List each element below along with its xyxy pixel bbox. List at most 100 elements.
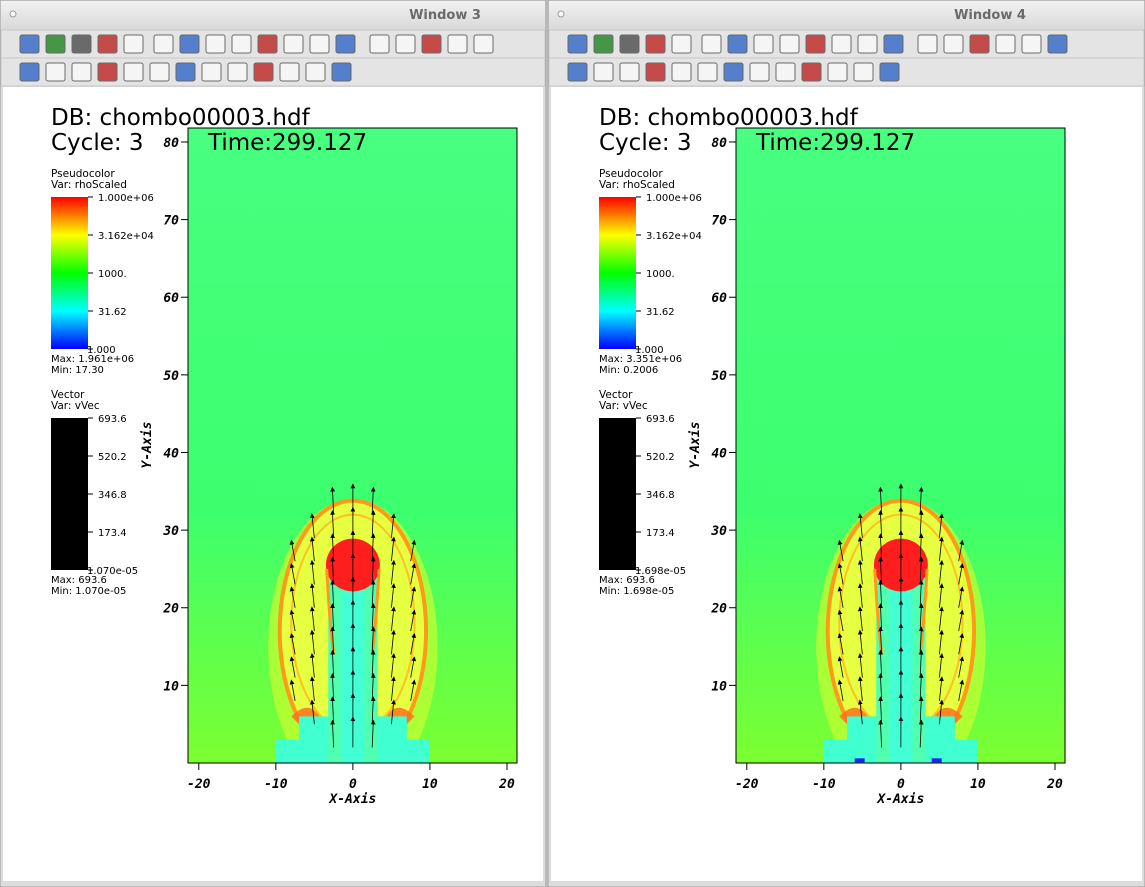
x-tick-label: -10	[264, 777, 288, 792]
toolbar-button[interactable]	[879, 62, 900, 82]
y-tick-label: 10	[711, 679, 727, 694]
velocity-arrow	[410, 586, 417, 608]
toolbar-button[interactable]	[97, 34, 118, 54]
toolbar-button[interactable]	[45, 34, 66, 54]
toolbar-button[interactable]	[201, 62, 222, 82]
toolbar-button[interactable]	[369, 34, 390, 54]
velocity-arrow	[391, 513, 396, 538]
toolbar-button[interactable]	[857, 34, 878, 54]
toolbar-button[interactable]	[805, 34, 826, 54]
toolbar-button[interactable]	[671, 62, 692, 82]
toolbar-button[interactable]	[671, 34, 692, 54]
toolbar-button[interactable]	[205, 34, 226, 54]
cycle: Cycle: 3	[599, 130, 692, 156]
toolbar-button[interactable]	[231, 34, 252, 54]
toolbar-button[interactable]	[19, 34, 40, 54]
toolbar-button[interactable]	[801, 62, 822, 82]
toolbar-button[interactable]	[701, 34, 722, 54]
toolbar-button[interactable]	[45, 62, 66, 82]
toolbar-button[interactable]	[335, 34, 356, 54]
x-axis-label: X-Axis	[876, 792, 924, 807]
velocity-arrow	[878, 533, 883, 562]
legend-var: Var: rhoScaled	[51, 179, 127, 191]
legend-label: 520.2	[98, 452, 127, 463]
velocity-arrow	[918, 579, 924, 608]
velocity-arrow	[878, 649, 883, 678]
velocity-arrow	[391, 676, 396, 701]
velocity-arrow	[391, 536, 396, 562]
velocity-arrow	[309, 606, 315, 632]
legend-label: 173.4	[646, 528, 675, 539]
velocity-arrow	[939, 559, 944, 585]
velocity-arrow	[837, 656, 844, 678]
y-tick-label: 70	[711, 214, 727, 229]
velocity-arrow	[939, 652, 944, 678]
toolbar-button[interactable]	[995, 34, 1016, 54]
toolbar-button[interactable]	[567, 62, 588, 82]
toolbar-button[interactable]	[149, 62, 170, 82]
toolbar-button[interactable]	[283, 34, 304, 54]
velocity-arrow	[878, 626, 883, 655]
velocity-arrow	[958, 539, 965, 562]
velocity-arrow	[939, 629, 944, 655]
toolbar-button[interactable]	[279, 62, 300, 82]
toolbar-button[interactable]	[697, 62, 718, 82]
velocity-arrow	[857, 629, 863, 655]
velocity-arrow	[309, 699, 315, 725]
toolbar-button[interactable]	[123, 62, 144, 82]
toolbar-button[interactable]	[593, 62, 614, 82]
toolbar-button[interactable]	[1047, 34, 1068, 54]
toolbar-button[interactable]	[331, 62, 352, 82]
toolbar-button[interactable]	[179, 34, 200, 54]
velocity-arrow	[330, 696, 335, 725]
toolbar-button[interactable]	[19, 62, 40, 82]
toolbar-button[interactable]	[775, 62, 796, 82]
toolbar-button[interactable]	[71, 62, 92, 82]
toolbar-button[interactable]	[723, 62, 744, 82]
toolbar-button[interactable]	[123, 34, 144, 54]
toolbar-button[interactable]	[619, 62, 640, 82]
toolbar-button[interactable]	[943, 34, 964, 54]
toolbar-button[interactable]	[227, 62, 248, 82]
toolbar-button[interactable]	[395, 34, 416, 54]
toolbar-button[interactable]	[305, 62, 326, 82]
toolbar-button[interactable]	[645, 34, 666, 54]
toolbar-button[interactable]	[645, 62, 666, 82]
velocity-arrow	[410, 539, 417, 562]
velocity-arrow	[939, 699, 944, 725]
toolbar-button[interactable]	[257, 34, 278, 54]
toolbar-button[interactable]	[71, 34, 92, 54]
toolbar-button[interactable]	[309, 34, 330, 54]
toolbar-button[interactable]	[917, 34, 938, 54]
toolbar-button[interactable]	[853, 62, 874, 82]
toolbar-button[interactable]	[779, 34, 800, 54]
legend-label: 3.162e+04	[98, 231, 154, 242]
toolbar-button[interactable]	[567, 34, 588, 54]
toolbar-button[interactable]	[753, 34, 774, 54]
velocity-arrow	[309, 513, 315, 538]
toolbar-button[interactable]	[1021, 34, 1042, 54]
toolbar-button[interactable]	[175, 62, 196, 82]
velocity-arrow	[958, 656, 965, 678]
y-tick-label: 80	[711, 136, 727, 151]
velocity-arrow	[309, 536, 315, 562]
velocity-arrow	[289, 679, 296, 701]
toolbar-button[interactable]	[827, 62, 848, 82]
velocity-arrow	[958, 609, 965, 632]
toolbar-button[interactable]	[593, 34, 614, 54]
toolbar-button[interactable]	[619, 34, 640, 54]
y-tick-label: 60	[711, 291, 727, 306]
toolbar-button[interactable]	[749, 62, 770, 82]
toolbar-button[interactable]	[153, 34, 174, 54]
toolbar-button[interactable]	[883, 34, 904, 54]
toolbar-button[interactable]	[473, 34, 494, 54]
toolbar-button[interactable]	[447, 34, 468, 54]
toolbar-button[interactable]	[969, 34, 990, 54]
toolbar-button[interactable]	[253, 62, 274, 82]
toolbar-button[interactable]	[727, 34, 748, 54]
toolbar-button[interactable]	[97, 62, 118, 82]
x-tick-label: 0	[349, 777, 357, 792]
toolbar-button[interactable]	[831, 34, 852, 54]
toolbar-button[interactable]	[421, 34, 442, 54]
